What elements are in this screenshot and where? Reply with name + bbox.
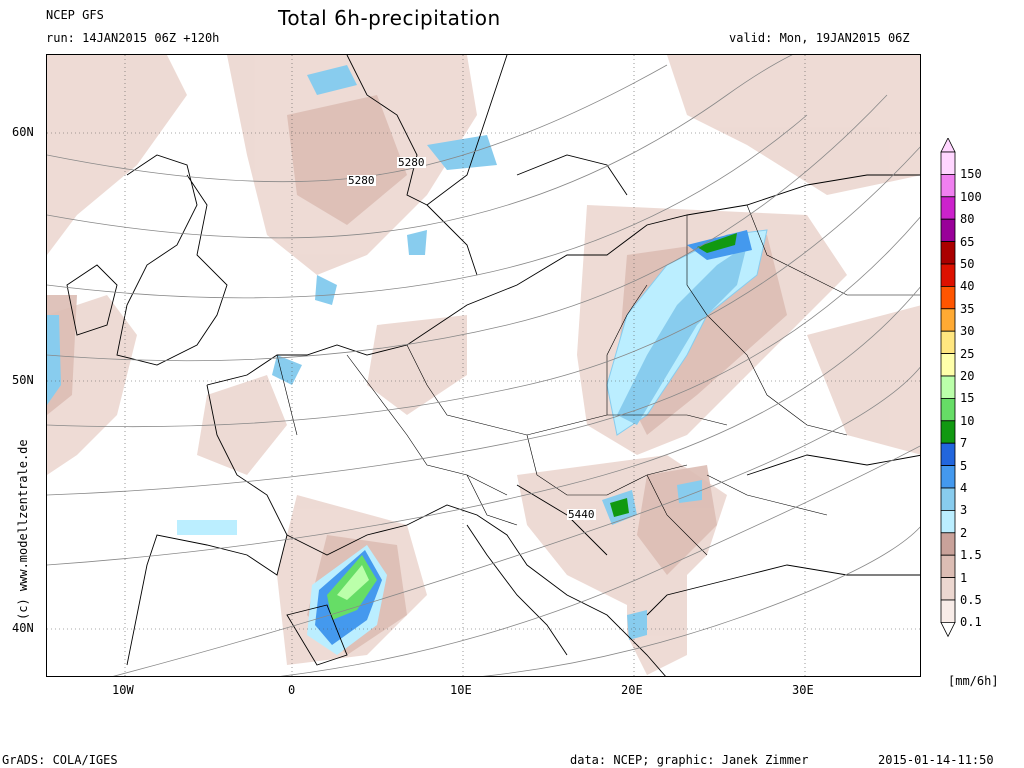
model-label: NCEP GFS (46, 8, 104, 22)
legend-level-label: 80 (960, 212, 975, 227)
legend-level-label: 25 (960, 346, 975, 361)
legend-swatch (940, 509, 956, 534)
legend-level-label: 50 (960, 257, 975, 271)
page-title: Total 6h-precipitation (278, 6, 501, 30)
legend-level-label: 20 (960, 369, 975, 383)
contour-label: 5280 (347, 174, 376, 187)
legend-level-label: 10 (960, 413, 975, 428)
lat-tick-label: 60N (12, 125, 34, 139)
map-svg (47, 55, 920, 676)
valid-label: valid: Mon, 19JAN2015 06Z (729, 31, 910, 45)
legend-level-label: 5 (960, 458, 968, 473)
legend-swatch (940, 196, 956, 220)
lat-tick-label: 40N (12, 621, 34, 635)
legend-level-label: 150 (960, 167, 982, 182)
legend-unit: [mm/6h] (948, 674, 999, 688)
watermark: (c) www.modellzentrale.de (16, 439, 30, 620)
contour-label: 5440 (567, 508, 596, 521)
lat-tick-label: 50N (12, 373, 34, 387)
legend-swatch (940, 420, 956, 444)
legend-level-label: 0.5 (960, 593, 982, 607)
legend-level-label: 15 (960, 391, 975, 406)
legend-arrow-bottom (940, 621, 956, 638)
legend-level-label: 40 (960, 279, 975, 294)
legend-swatch (940, 353, 956, 377)
legend-swatch (940, 218, 956, 242)
legend-swatch (940, 375, 956, 399)
run-label: run: 14JAN2015 06Z +120h (46, 31, 220, 45)
lon-tick-label: 0 (288, 683, 296, 697)
precip-blue-areas (47, 65, 768, 655)
legend-bar (940, 138, 956, 638)
legend-swatch (940, 554, 956, 579)
precipitation-map: 5280 5280 5440 (46, 54, 921, 677)
legend-level-label: 1 (960, 570, 968, 585)
legend-level-label: 0.1 (960, 615, 982, 630)
footer-software: GrADS: COLA/IGES (2, 753, 118, 767)
lon-tick-label: 20E (621, 683, 643, 697)
legend-level-label: 3 (960, 503, 968, 518)
legend-level-label: 1.5 (960, 548, 982, 563)
legend-swatch (940, 577, 956, 601)
contour-label: 5280 (397, 156, 426, 169)
legend-swatch (940, 532, 956, 556)
legend-swatch (940, 151, 956, 175)
legend-swatch (940, 241, 956, 265)
legend-level-label: 100 (960, 189, 982, 204)
footer-credit: data: NCEP; graphic: Janek Zimmer (570, 753, 809, 767)
legend-swatch (940, 174, 956, 198)
legend-level-label: 4 (960, 481, 968, 495)
lon-tick-label: 10E (450, 683, 472, 697)
lon-tick-label: 10W (112, 683, 134, 697)
legend-swatch (940, 285, 956, 310)
legend-level-label: 35 (960, 301, 975, 316)
legend-swatch (940, 330, 956, 354)
legend-level-label: 30 (960, 324, 975, 339)
lon-tick-label: 30E (792, 683, 814, 697)
legend-swatch (940, 397, 956, 422)
legend-swatch (940, 599, 956, 623)
footer-timestamp: 2015-01-14-11:50 (878, 753, 994, 767)
geopotential-contours (47, 55, 920, 676)
legend-swatch (940, 263, 956, 287)
coastlines (66, 55, 920, 676)
legend-swatch (940, 487, 956, 511)
legend-swatch (940, 308, 956, 332)
legend-level-label: 2 (960, 525, 968, 540)
legend-level-label: 7 (960, 436, 968, 451)
country-borders (276, 204, 920, 556)
legend-level-label: 65 (960, 234, 975, 249)
legend-arrow-top (940, 138, 956, 153)
legend-swatch (940, 442, 956, 467)
legend-swatch (940, 465, 956, 489)
